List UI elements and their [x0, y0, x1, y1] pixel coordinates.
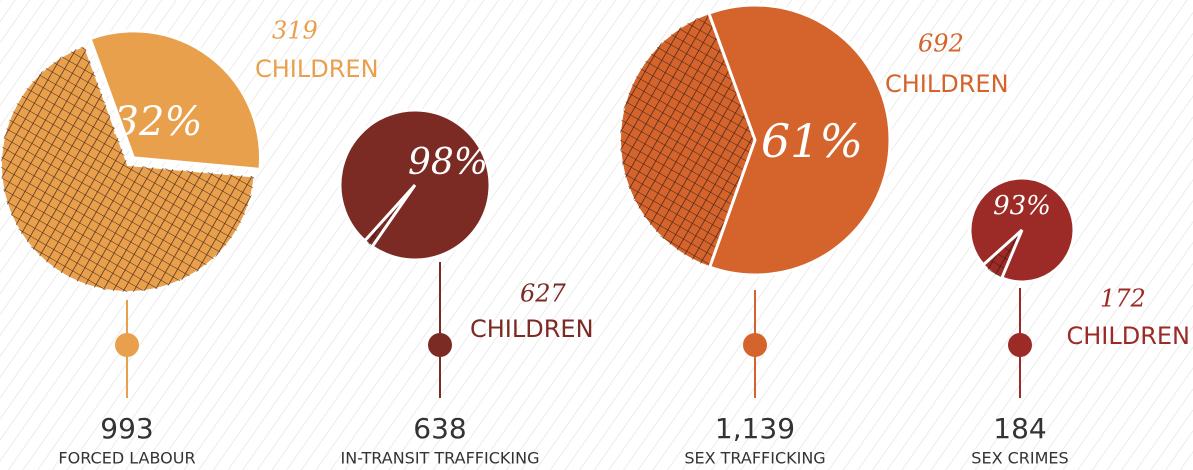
- stem-dot: [1008, 333, 1032, 357]
- total: 638: [413, 412, 466, 445]
- pie-remainder-hatch: [619, 13, 755, 268]
- children-label: CHILDREN: [255, 55, 379, 83]
- pie-share: [968, 176, 1076, 284]
- total: 184: [993, 412, 1046, 445]
- stem-dot: [743, 333, 767, 357]
- children-count: 172: [1100, 285, 1146, 313]
- category: FORCED LABOUR: [58, 449, 195, 468]
- share-label: 61%: [761, 114, 863, 168]
- stem-dot: [115, 333, 139, 357]
- share-label: 93%: [993, 191, 1051, 221]
- children-label: CHILDREN: [885, 70, 1009, 98]
- children-count: 692: [918, 30, 964, 58]
- share-label: 32%: [114, 99, 203, 145]
- children-label: CHILDREN: [470, 315, 594, 343]
- total: 1,139: [715, 412, 795, 445]
- pie-share: [706, 3, 892, 277]
- children-count: 319: [272, 17, 318, 45]
- pie-share: [88, 29, 262, 172]
- pie-remainder-hatch: [1, 45, 255, 292]
- category: SEX CRIMES: [971, 449, 1068, 468]
- total: 993: [100, 412, 153, 445]
- children-label: CHILDREN: [1066, 322, 1190, 350]
- share-label: 98%: [408, 142, 488, 183]
- children-count: 627: [520, 280, 567, 308]
- pie-remainder-hatch: [983, 230, 1022, 278]
- pie-share: [338, 108, 492, 262]
- category: IN-TRANSIT TRAFFICKING: [341, 449, 540, 468]
- stem-dot: [428, 333, 452, 357]
- category: SEX TRAFFICKING: [684, 449, 825, 468]
